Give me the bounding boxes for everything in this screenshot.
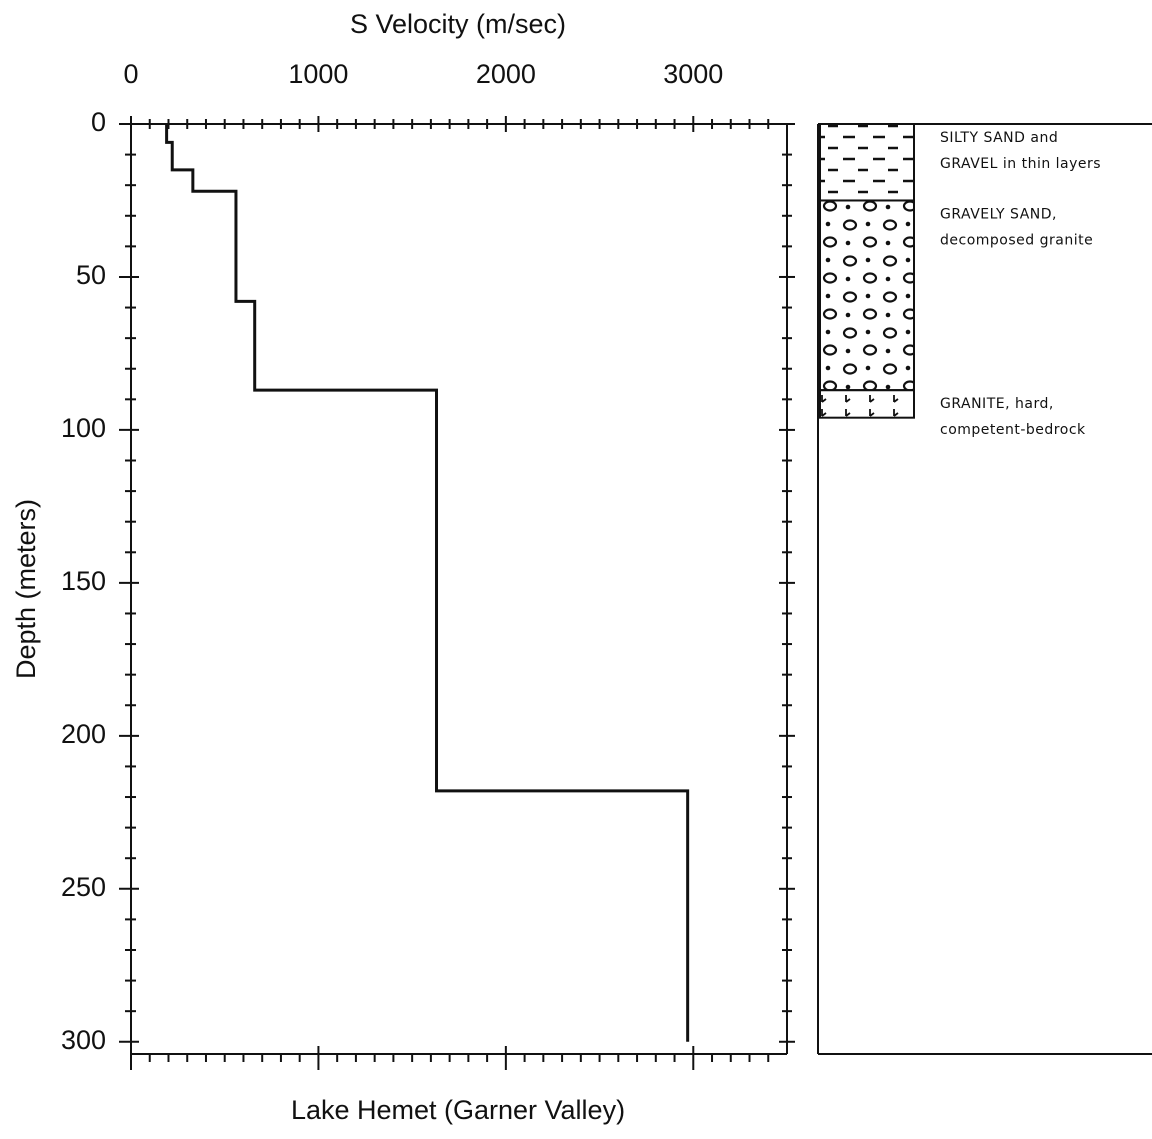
plot-frame — [130, 123, 788, 1055]
lithology-label: GRAVEL in thin layers — [940, 156, 1101, 172]
y-tick-label: 250 — [61, 872, 106, 902]
y-tick-label: 50 — [76, 260, 106, 290]
velocity-profile — [165, 124, 690, 1042]
x-tick-label: 0 — [123, 59, 138, 89]
y-tick-label: 200 — [61, 719, 106, 749]
lithology-label: competent-bedrock — [940, 422, 1086, 438]
lithology-label: GRAVELY SAND, — [940, 206, 1057, 222]
chart-title: Lake Hemet (Garner Valley) — [291, 1095, 625, 1125]
lithology-layer — [819, 123, 915, 202]
lithology-label: SILTY SAND and — [940, 130, 1058, 146]
y-tick-label: 100 — [61, 413, 106, 443]
y-tick-label: 0 — [91, 107, 106, 137]
x-tick-label: 2000 — [476, 59, 536, 89]
y-tick-label: 150 — [61, 566, 106, 596]
lithology-layer — [819, 199, 915, 392]
y-axis-label: Depth (meters) — [11, 499, 41, 679]
x-axis-label: S Velocity (m/sec) — [350, 9, 566, 39]
x-tick-label: 3000 — [663, 59, 723, 89]
lithology-layer — [819, 389, 915, 419]
lithology-label: GRANITE, hard, — [940, 396, 1054, 412]
lithology-label: decomposed granite — [940, 232, 1093, 248]
y-tick-label: 300 — [61, 1025, 106, 1055]
x-tick-label: 1000 — [288, 59, 348, 89]
